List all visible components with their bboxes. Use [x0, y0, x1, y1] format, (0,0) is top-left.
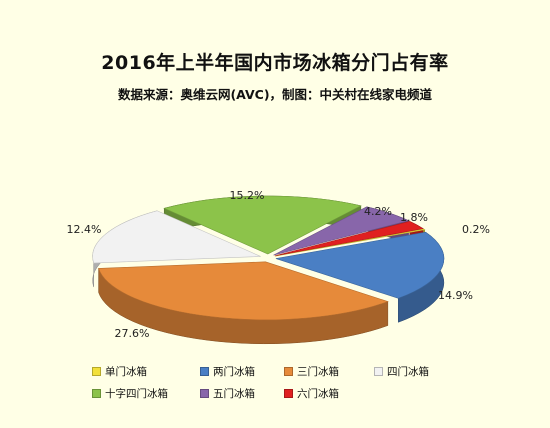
legend-item-6: 六门冰箱	[284, 386, 339, 401]
data-label-5: 4.2%	[364, 205, 392, 218]
legend-item-5: 五门冰箱	[200, 386, 255, 401]
chart-subtitle: 数据来源：奥维云网(AVC)，制图：中关村在线家电频道	[117, 87, 433, 102]
legend-swatch	[284, 389, 293, 398]
legend-swatch	[92, 367, 101, 376]
data-label-1: 14.9%	[438, 289, 473, 302]
legend-swatch	[200, 389, 209, 398]
legend-label: 十字四门冰箱	[105, 388, 168, 400]
data-label-3: 12.4%	[67, 223, 102, 236]
data-label-2: 27.6%	[115, 327, 150, 340]
legend-swatch	[92, 389, 101, 398]
legend-item-2: 三门冰箱	[284, 364, 339, 379]
slice-4	[163, 195, 362, 255]
slice-6	[274, 221, 424, 257]
slice-2	[98, 261, 389, 321]
slice-5	[273, 206, 410, 256]
legend-item-4: 十字四门冰箱	[92, 386, 168, 401]
legend-swatch	[200, 367, 209, 376]
legend-label: 六门冰箱	[297, 388, 339, 400]
legend-item-0: 单门冰箱	[92, 364, 147, 379]
data-label-0: 0.2%	[462, 223, 490, 236]
data-label-4: 15.2%	[230, 189, 265, 202]
chart-title: 2016年上半年国内市场冰箱分门占有率	[101, 52, 449, 74]
legend-label: 单门冰箱	[105, 366, 147, 378]
slice-1	[275, 231, 445, 299]
slice-0	[275, 228, 426, 257]
legend-label: 三门冰箱	[297, 366, 339, 378]
legend-item-3: 四门冰箱	[374, 364, 429, 379]
slice-3	[92, 210, 261, 264]
legend-label: 两门冰箱	[213, 366, 255, 378]
legend-swatch	[374, 367, 383, 376]
legend-label: 四门冰箱	[387, 366, 429, 378]
legend-item-1: 两门冰箱	[200, 364, 255, 379]
data-label-6: 1.8%	[400, 211, 428, 224]
legend-label: 五门冰箱	[213, 388, 255, 400]
pie-slices	[92, 195, 445, 345]
legend-swatch	[284, 367, 293, 376]
